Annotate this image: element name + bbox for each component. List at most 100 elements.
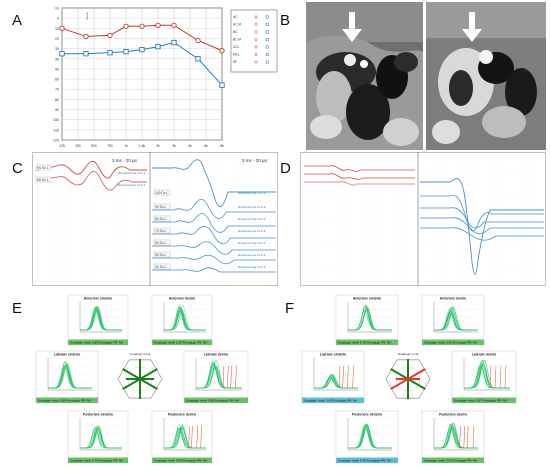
gain-label: Guadagni medi: 0.85 Punteggio PR: NA (70, 340, 123, 344)
grid-dot (188, 279, 190, 281)
grid-dot (316, 159, 318, 161)
grid-dot (327, 159, 329, 161)
panel-letter-f: F (285, 300, 295, 317)
x-tick-label: 3k (172, 144, 176, 148)
grid-dot (533, 231, 535, 233)
grid-dot (232, 255, 234, 257)
grid-dot (371, 255, 373, 257)
grid-dot (467, 171, 469, 173)
vhit-plot: Anteriore destro Guadagni medi: 0.95 Punt… (421, 294, 485, 346)
grid-dot (114, 231, 116, 233)
grid-dot (70, 183, 72, 185)
grid-dot (103, 159, 105, 161)
vhit-plot: Posteriore sinistro Guadagni medi: 0.75 P… (67, 410, 129, 464)
gain-bar (422, 457, 484, 463)
grid-dot (166, 279, 168, 281)
legend-marker (265, 30, 269, 34)
grid-dot (382, 231, 384, 233)
grid-dot (210, 207, 212, 209)
grid-dot (70, 171, 72, 173)
grid-dot (155, 159, 157, 161)
grid-dot (393, 171, 395, 173)
grid-dot (360, 195, 362, 197)
grid-dot (327, 255, 329, 257)
grid-dot (456, 159, 458, 161)
grid-dot (393, 195, 395, 197)
saccade-mark (459, 425, 461, 449)
grid-dot (70, 195, 72, 197)
grid-dot (423, 171, 425, 173)
grid-dot (114, 267, 116, 269)
grid-dot (48, 183, 50, 185)
vhit-plot-frame (183, 350, 249, 404)
grid-dot (265, 159, 267, 161)
grid-dot (349, 219, 351, 221)
gain-bar (336, 339, 398, 345)
ct-image-left (306, 2, 423, 151)
grid-dot (434, 255, 436, 257)
grid-dot (500, 231, 502, 233)
vhit-trace (348, 425, 392, 449)
vhit-plot-frame (35, 350, 99, 404)
grid-dot (48, 255, 50, 257)
y-tick-label: 20 (55, 37, 59, 41)
grid-dot (522, 279, 524, 281)
grid-dot (232, 207, 234, 209)
audiogram: -10 0 10 20 30 40 50 60 70 80 90 100 110 120 125 250 50… (53, 7, 278, 148)
grid-dot (81, 279, 83, 281)
grid-dot (511, 171, 513, 173)
legend-marker (254, 30, 258, 34)
grid-dot (232, 243, 234, 245)
x-tick-label: 8k (220, 144, 224, 148)
ct-image-right (426, 2, 546, 150)
grid-dot (305, 219, 307, 221)
grid-dot (338, 183, 340, 185)
grid-dot (327, 267, 329, 269)
vhit-trace (164, 426, 206, 449)
grid-dot (243, 171, 245, 173)
grid-dot (70, 267, 72, 269)
trace-label-box (153, 251, 171, 258)
grid-dot (533, 159, 535, 161)
grid-dot (254, 231, 256, 233)
grid-dot (166, 183, 168, 185)
grid-dot (393, 231, 395, 233)
grid-dot (467, 159, 469, 161)
legend-marker (254, 45, 258, 49)
grid-dot (37, 243, 39, 245)
grid-dot (404, 219, 406, 221)
grid-dot (445, 183, 447, 185)
saccade-mark (200, 425, 202, 449)
grid-dot (404, 279, 406, 281)
vhit-plot-frame (421, 410, 485, 464)
grid-dot (382, 279, 384, 281)
vhit-plot-title: Posteriore destro (168, 413, 196, 417)
grid-dot (445, 267, 447, 269)
grid-dot (81, 219, 83, 221)
grid-dot (81, 207, 83, 209)
x-tick-label: 750 (107, 144, 113, 148)
y-tick-label: 60 (55, 78, 59, 82)
grid-dot (423, 183, 425, 185)
grid-dot (305, 207, 307, 209)
grid-dot (59, 171, 61, 173)
grid-dot (489, 255, 491, 257)
vhit-plot: Posteriore destro Guadagni medi: 0.83 Pun… (421, 410, 485, 464)
grid-dot (114, 183, 116, 185)
grid-dot (221, 267, 223, 269)
vhit-plot: Posteriore destro Guadagni medi: 0.84 Pun… (151, 410, 213, 464)
saccade-mark (227, 365, 229, 389)
grid-dot (467, 207, 469, 209)
grid-dot (349, 231, 351, 233)
bracket-marker: ] (86, 13, 88, 20)
y-tick-label: 80 (55, 98, 59, 102)
grid-dot (478, 159, 480, 161)
vhit-trace (80, 310, 122, 331)
gain-label: Guadagni medi: 0.78 Punteggio PR: NA (338, 458, 391, 462)
abr-right-trace-label: 70 Dx L (155, 229, 167, 233)
data-point (155, 43, 161, 50)
grid-dot (371, 279, 373, 281)
saccade-mark (489, 365, 492, 389)
grid-dot (434, 231, 436, 233)
vhit-plot: Laterale destro Guadagni medi: 0.97 Punte… (451, 350, 517, 404)
